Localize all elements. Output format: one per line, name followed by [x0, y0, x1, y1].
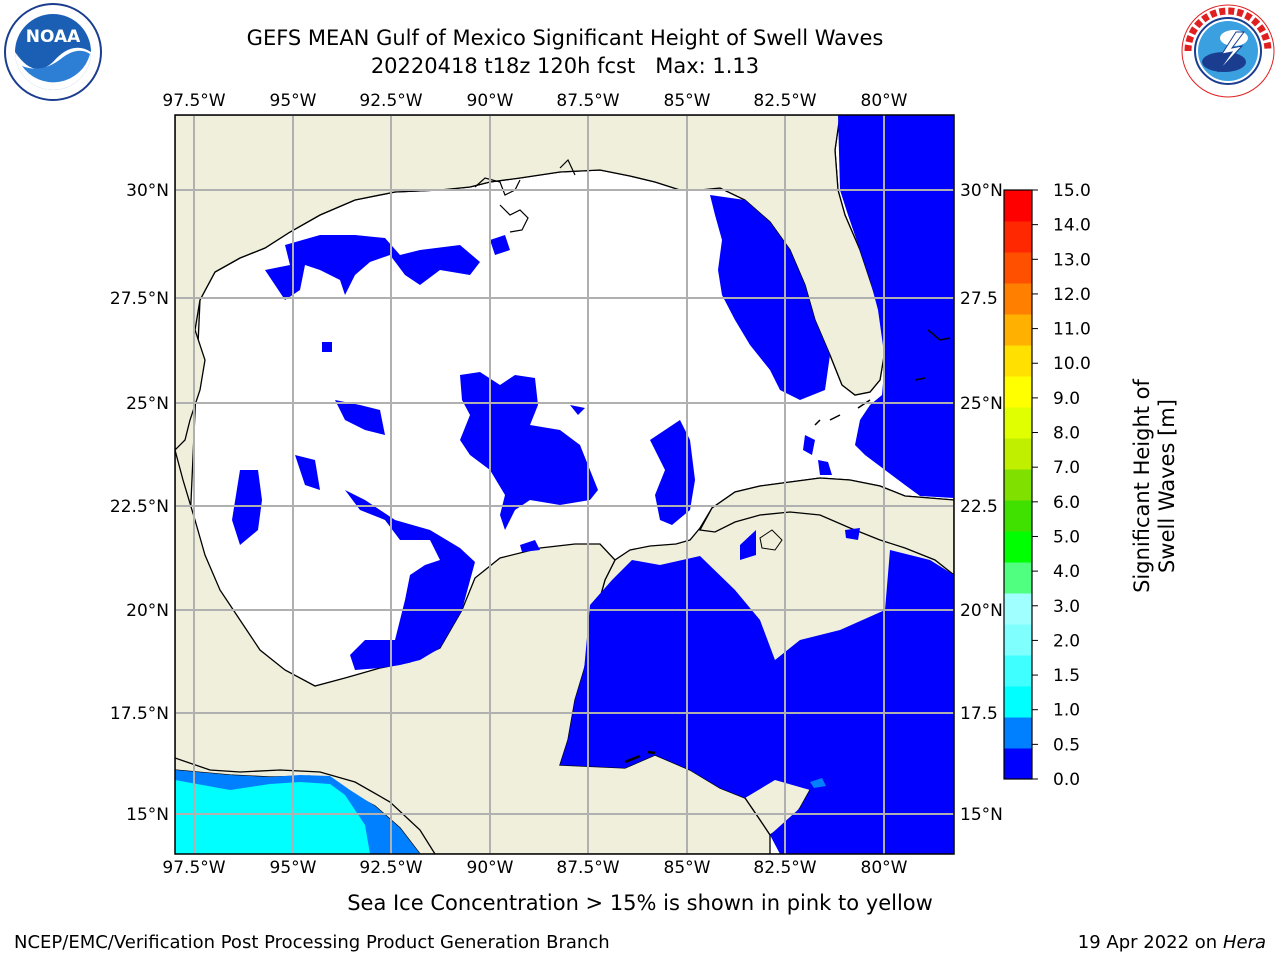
- lon-label-bottom: 97.5°W: [162, 858, 225, 878]
- colorbar-bin: [1004, 655, 1032, 687]
- swell-1.0-1.5-region: [175, 780, 370, 854]
- isla-juventud: [759, 529, 783, 551]
- lon-label-top: 97.5°W: [162, 91, 225, 111]
- colorbar-tick-label: 4.0: [1053, 562, 1080, 582]
- lat-label-left: 30°N: [126, 181, 169, 201]
- colorbar-bin: [1004, 221, 1032, 253]
- lon-label-top: 92.5°W: [359, 91, 422, 111]
- lon-label-top: 95°W: [270, 91, 317, 111]
- colorbar-bin: [1004, 562, 1032, 594]
- lat-label-right: 25°N: [960, 394, 1003, 414]
- lon-label-bottom: 95°W: [270, 858, 317, 878]
- lat-labels-left: 30°N 27.5°N 25°N 22.5°N 20°N 17.5°N 15°N: [110, 181, 169, 825]
- lat-label-left: 27.5°N: [110, 289, 169, 309]
- colorbar-tick-label: 5.0: [1053, 527, 1080, 547]
- colorbar-tick-label: 11.0: [1053, 320, 1091, 340]
- lat-label-right: 27.5: [960, 289, 998, 309]
- lat-label-right: 22.5: [960, 497, 998, 517]
- lat-label-right: 15°N: [960, 805, 1003, 825]
- run-date-text: 19 Apr 2022 on: [1077, 932, 1223, 953]
- lat-label-left: 22.5°N: [110, 497, 169, 517]
- map-grid: [175, 115, 954, 854]
- colorbar-tick-label: 9.0: [1053, 389, 1080, 409]
- colorbar-tick-label: 13.0: [1053, 250, 1091, 270]
- chart-subtitle: 20220418 t18z 120h fcst Max: 1.13: [370, 54, 760, 78]
- sea-ice-note: Sea Ice Concentration > 15% is shown in …: [347, 891, 933, 915]
- colorbar-bin: [1004, 500, 1032, 532]
- run-date: 19 Apr 2022 on Hera: [1078, 932, 1266, 953]
- colorbar-bin: [1004, 283, 1032, 315]
- bay-islands: [624, 750, 656, 764]
- colorbar-title: Significant Height of Swell Waves [m]: [1130, 379, 1179, 593]
- colorbar-bin: [1004, 345, 1032, 377]
- colorbar-frame: [1003, 189, 1033, 780]
- colorbar-bin: [1004, 686, 1032, 718]
- noaa-logo-icon: NOAA: [4, 3, 102, 101]
- colorbar-bin: [1004, 190, 1032, 222]
- colorbar-bin: [1004, 376, 1032, 408]
- lat-label-right: 17.5: [960, 704, 998, 724]
- lat-label-left: 25°N: [126, 394, 169, 414]
- machine-name: Hera: [1222, 932, 1266, 953]
- colorbar-tick-label: 15.0: [1053, 181, 1091, 201]
- colorbar-bin: [1004, 593, 1032, 625]
- lon-label-bottom: 90°W: [467, 858, 514, 878]
- colorbar-tick-label: 10.0: [1053, 354, 1091, 374]
- colorbar-bin: [1004, 717, 1032, 749]
- colorbar-bin: [1004, 531, 1032, 563]
- lon-label-bottom: 80°W: [861, 858, 908, 878]
- lon-label-top: 80°W: [861, 91, 908, 111]
- colorbar-tick-label: 14.0: [1053, 216, 1091, 236]
- lon-label-bottom: 82.5°W: [753, 858, 816, 878]
- nws-logo-icon: [1181, 4, 1275, 98]
- colorbar-ticks: 0.0 0.5 1.0 1.5 2.0 3.0 4.0 5.0 6.0 7.0 8.0 9.0 10.0…: [1032, 181, 1091, 790]
- lon-label-bottom: 85°W: [664, 858, 711, 878]
- lon-label-top: 87.5°W: [556, 91, 619, 111]
- central-america-coast: [175, 757, 436, 854]
- lon-label-top: 82.5°W: [753, 91, 816, 111]
- colorbar-tick-label: 12.0: [1053, 285, 1091, 305]
- colorbar-tick-label: 0.0: [1053, 770, 1080, 790]
- lon-label-bottom: 92.5°W: [359, 858, 422, 878]
- lat-label-right: 30°N: [960, 181, 1003, 201]
- colorbar-bin: [1004, 407, 1032, 439]
- lat-label-left: 15°N: [126, 805, 169, 825]
- map-frame: [174, 114, 955, 855]
- colorbar-tick-label: 0.5: [1053, 735, 1080, 755]
- colorbar-tick-label: 2.0: [1053, 631, 1080, 651]
- colorbar-tick-label: 7.0: [1053, 458, 1080, 478]
- noaa-logo-text: NOAA: [26, 27, 81, 47]
- mississippi-delta: [474, 158, 576, 233]
- colorbar-tick-label: 6.0: [1053, 493, 1080, 513]
- lon-label-top: 90°W: [467, 91, 514, 111]
- colorbar-tick-label: 1.5: [1053, 666, 1080, 686]
- lon-labels-top: 97.5°W 95°W 92.5°W 90°W 87.5°W 85°W 82.5°W 80°W: [162, 91, 907, 111]
- lat-label-left: 20°N: [126, 601, 169, 621]
- colorbar-bin: [1004, 624, 1032, 656]
- swell-0.5-1.0-spot: [810, 778, 826, 788]
- map-area: [175, 115, 954, 854]
- lon-label-bottom: 87.5°W: [556, 858, 619, 878]
- lon-labels-bottom: 97.5°W 95°W 92.5°W 90°W 87.5°W 85°W 82.5°W 80°W: [162, 858, 907, 878]
- chart-title: GEFS MEAN Gulf of Mexico Significant Hei…: [246, 26, 884, 50]
- colorbar-bin: [1004, 469, 1032, 501]
- lat-labels-right: 30°N 27.5 25°N 22.5 20°N 17.5 15°N: [960, 181, 1003, 825]
- cuba-land: [698, 477, 954, 576]
- colorbar-tick-label: 3.0: [1053, 597, 1080, 617]
- lon-label-top: 85°W: [664, 91, 711, 111]
- colorbar-bin: [1004, 748, 1032, 780]
- colorbar-tick-label: 1.0: [1053, 701, 1080, 721]
- lat-label-left: 17.5°N: [110, 704, 169, 724]
- colorbar-bin: [1004, 252, 1032, 284]
- colorbar: [1003, 189, 1033, 780]
- colorbar-tick-label: 8.0: [1053, 424, 1080, 444]
- branch-credit: NCEP/EMC/Verification Post Processing Pr…: [14, 932, 610, 953]
- colorbar-bin: [1004, 314, 1032, 346]
- colorbar-bin: [1004, 438, 1032, 470]
- lat-label-right: 20°N: [960, 601, 1003, 621]
